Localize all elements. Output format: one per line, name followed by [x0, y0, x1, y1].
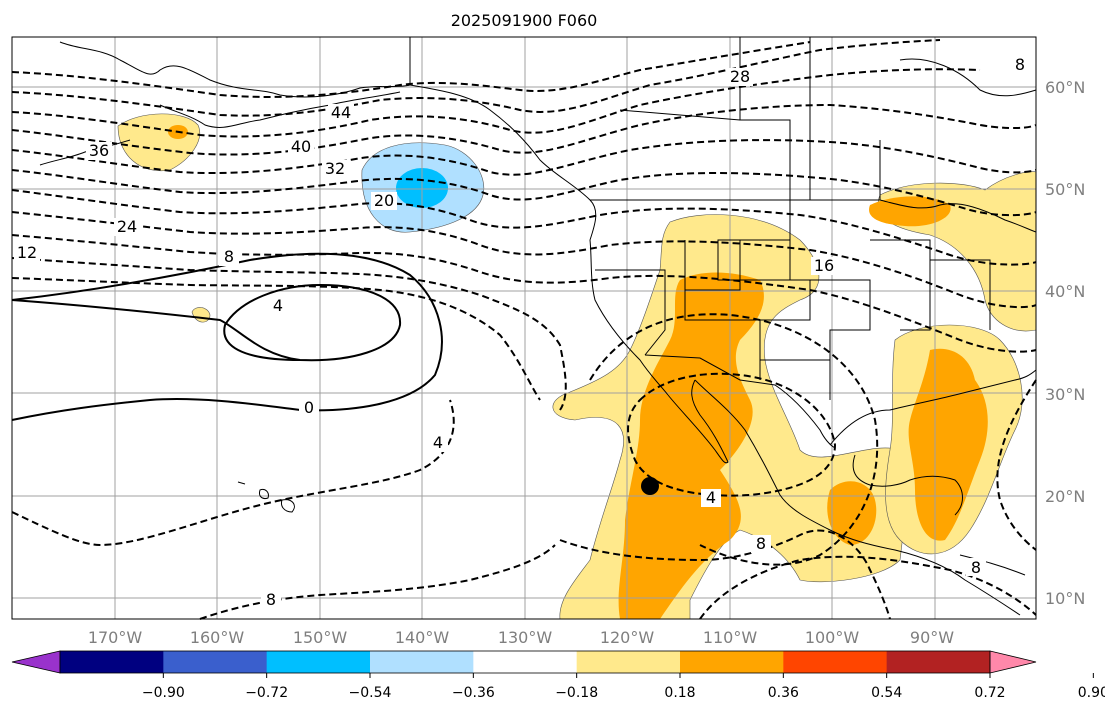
- contour-label: 36: [86, 141, 112, 160]
- contour-label: 8: [219, 247, 239, 266]
- svg-text:20: 20: [374, 191, 394, 210]
- colorbar-segment: [680, 651, 784, 673]
- svg-text:36: 36: [89, 141, 109, 160]
- contour-label: 8: [751, 534, 771, 553]
- lat-label: 30°N: [1045, 385, 1085, 404]
- colorbar-segment: [576, 651, 681, 673]
- colorbar-segment: [783, 651, 888, 673]
- lat-label: 40°N: [1045, 282, 1085, 301]
- colorbar-segment: [473, 651, 578, 673]
- svg-text:8: 8: [266, 590, 276, 609]
- lon-label: 130°W: [498, 628, 553, 647]
- lat-label: 60°N: [1045, 78, 1085, 97]
- lon-label: 160°W: [190, 628, 245, 647]
- contour-label: 20: [371, 191, 397, 210]
- colorbar-tick-label: 0.90: [1078, 685, 1105, 701]
- contour-label: 28: [727, 67, 753, 86]
- colorbar: [11, 650, 1037, 674]
- positive-anomaly-south-mexico: [827, 481, 877, 545]
- svg-text:40: 40: [291, 137, 311, 156]
- svg-text:8: 8: [224, 247, 234, 266]
- contour-label: 4: [428, 433, 448, 452]
- colorbar-tick-label: 0.18: [664, 685, 695, 701]
- svg-text:4: 4: [433, 433, 443, 452]
- colorbar-tick-label: 0.72: [974, 685, 1005, 701]
- lon-label: 110°W: [703, 628, 758, 647]
- lat-label: 50°N: [1045, 180, 1085, 199]
- contour-label: 4: [701, 488, 721, 507]
- location-marker: [641, 477, 659, 495]
- lat-label: 20°N: [1045, 487, 1085, 506]
- contour-label: 4: [268, 296, 288, 315]
- lon-label: 140°W: [395, 628, 450, 647]
- svg-text:32: 32: [325, 159, 345, 178]
- colorbar-segment: [370, 651, 474, 673]
- svg-text:8: 8: [1015, 55, 1025, 74]
- longitude-labels: 170°W 160°W 150°W 140°W 130°W 120°W 110°…: [88, 628, 954, 647]
- colorbar-tick-label: −0.54: [349, 685, 392, 701]
- positive-anomaly-southwest-core: [618, 272, 764, 619]
- map-frame: [11, 36, 1037, 620]
- contour-label: 8: [261, 590, 281, 609]
- contour-labels: 44 40 36 32 28 24 20 16 12 8 8 4 0 4 4 8…: [14, 55, 1030, 609]
- map-title: 2025091900 F060: [451, 11, 598, 30]
- contour-label: 12: [14, 243, 40, 262]
- svg-text:8: 8: [971, 558, 981, 577]
- graticule: [12, 37, 1036, 619]
- lat-label: 10°N: [1045, 589, 1085, 608]
- colorbar-segment: [886, 651, 991, 673]
- svg-text:0: 0: [304, 398, 314, 417]
- svg-text:28: 28: [730, 67, 750, 86]
- lon-label: 150°W: [293, 628, 348, 647]
- svg-text:16: 16: [814, 256, 834, 275]
- lon-label: 170°W: [88, 628, 143, 647]
- lon-label: 100°W: [805, 628, 860, 647]
- colorbar-segment: [266, 651, 371, 673]
- contour-label: 16: [811, 256, 837, 275]
- contour-label: 0: [299, 398, 319, 417]
- svg-text:24: 24: [117, 217, 137, 236]
- colorbar-tick-label: 0.54: [871, 685, 902, 701]
- shaded-anomalies: [117, 113, 1037, 620]
- svg-text:4: 4: [706, 488, 716, 507]
- contour-label: 8: [966, 558, 986, 577]
- svg-text:4: 4: [273, 296, 283, 315]
- lon-label: 120°W: [600, 628, 655, 647]
- positive-anomaly-gulf-core: [908, 348, 988, 541]
- colorbar-extend-low: [11, 650, 61, 674]
- map-panel: 44 40 36 32 28 24 20 16 12 8 8 4 0 4 4 8…: [11, 36, 1037, 620]
- contour-label: 24: [114, 217, 140, 236]
- colorbar-tick-label: −0.90: [142, 685, 185, 701]
- svg-text:8: 8: [756, 534, 766, 553]
- svg-text:12: 12: [17, 243, 37, 262]
- colorbar-segment: [60, 651, 164, 673]
- positive-anomaly-great-lakes-core: [869, 196, 951, 227]
- colorbar-tick-label: −0.18: [555, 685, 598, 701]
- colorbar-tick-label: −0.72: [245, 685, 288, 701]
- colorbar-labels: −0.90 −0.72 −0.54 −0.36 −0.18 0.18 0.36 0.54 0.7…: [142, 673, 1105, 701]
- svg-text:44: 44: [331, 103, 351, 122]
- latitude-labels: 60°N 50°N 40°N 30°N 20°N 10°N: [1045, 78, 1085, 608]
- colorbar-extend-high: [989, 650, 1037, 674]
- colorbar-tick-label: 0.36: [768, 685, 799, 701]
- contour-label: 44: [328, 103, 354, 122]
- colorbar-segment: [163, 651, 268, 673]
- coastlines: [39, 37, 1037, 616]
- contour-label: 32: [322, 159, 348, 178]
- contour-label: 8: [1010, 55, 1030, 74]
- colorbar-tick-label: −0.36: [452, 685, 495, 701]
- lon-label: 90°W: [910, 628, 954, 647]
- contour-label: 40: [288, 137, 314, 156]
